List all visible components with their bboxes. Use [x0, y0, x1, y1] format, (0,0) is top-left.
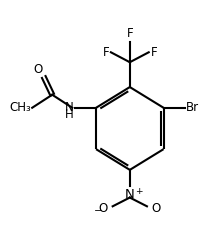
Text: +: +	[135, 187, 142, 196]
Text: O: O	[152, 202, 161, 215]
Text: H: H	[65, 108, 74, 121]
Text: N: N	[65, 101, 74, 114]
Text: −: −	[94, 206, 103, 216]
Text: O: O	[99, 202, 108, 215]
Text: Br: Br	[186, 101, 199, 114]
Text: F: F	[103, 46, 109, 59]
Text: CH₃: CH₃	[10, 101, 31, 114]
Text: F: F	[127, 27, 133, 40]
Text: F: F	[151, 46, 157, 59]
Text: O: O	[33, 63, 42, 76]
Text: N: N	[125, 188, 135, 201]
